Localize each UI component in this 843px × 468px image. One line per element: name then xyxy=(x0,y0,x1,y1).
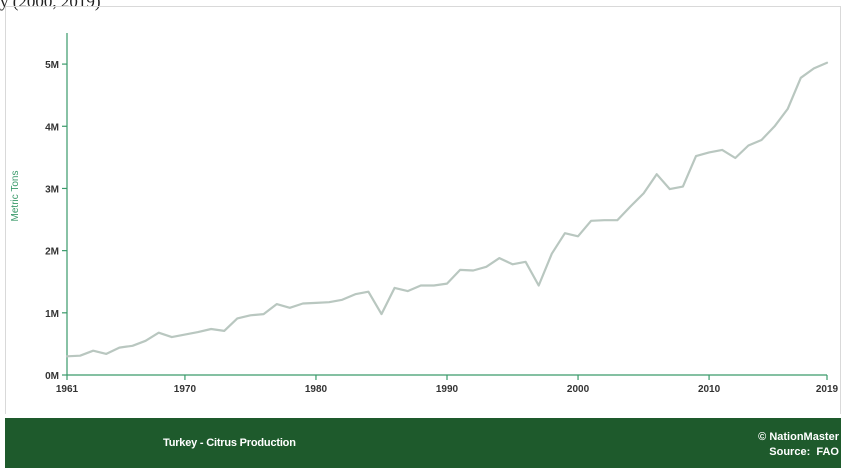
y-axis: 0M 1M 2M 3M 4M 5M xyxy=(45,33,68,382)
x-tick-label: 2000 xyxy=(567,384,590,395)
source-value: FAO xyxy=(816,446,839,458)
x-axis: 1961 1970 1980 1990 2000 2010 2019 xyxy=(56,374,839,395)
y-tick-label: 3M xyxy=(45,184,59,195)
copyright-text: © NationMaster xyxy=(758,431,839,443)
source-line: Source: FAO xyxy=(758,445,839,460)
x-tick-label: 1961 xyxy=(56,384,79,395)
x-tick-label: 1970 xyxy=(174,384,197,395)
footer-chart-title: Turkey - Citrus Production xyxy=(163,437,296,449)
top-caption-fragment: y (2000, 2019) xyxy=(0,0,101,11)
y-tick-label: 0M xyxy=(45,371,59,382)
y-axis-title: Metric Tons xyxy=(10,171,21,222)
y-tick-label: 4M xyxy=(45,122,59,133)
chart-frame xyxy=(5,6,841,414)
chart-footer: Turkey - Citrus Production © NationMaste… xyxy=(5,418,841,468)
footer-attribution: © NationMaster Source: FAO xyxy=(758,430,839,460)
x-tick-label: 1990 xyxy=(436,384,459,395)
x-tick-label: 2019 xyxy=(816,384,839,395)
series-line xyxy=(65,61,829,358)
x-tick-label: 2010 xyxy=(698,384,721,395)
line-chart: 0M 1M 2M 3M 4M 5M 1961 1970 1980 1990 2000 2010 201… xyxy=(10,33,839,395)
x-tick-label: 1980 xyxy=(305,384,328,395)
series-group xyxy=(65,61,829,358)
y-tick-label: 1M xyxy=(45,309,59,320)
y-tick-label: 5M xyxy=(45,60,59,71)
y-tick-label: 2M xyxy=(45,247,59,258)
source-label: Source: xyxy=(769,446,811,458)
